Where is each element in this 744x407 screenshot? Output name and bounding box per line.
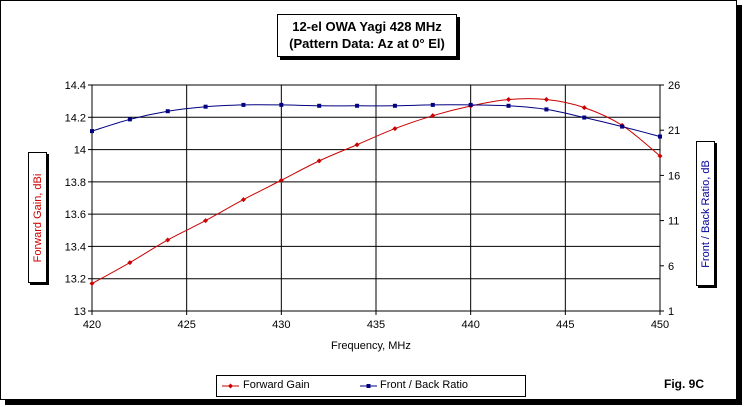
x-tick-label: 420 <box>83 319 101 331</box>
figure-label: Fig. 9C <box>664 377 705 391</box>
series-gain-point <box>165 237 171 243</box>
series-fb-point <box>658 134 662 139</box>
y-axis-left-title: Forward Gain, dBi <box>31 173 44 262</box>
series-gain-point <box>89 281 95 287</box>
series-gain-point <box>657 153 663 159</box>
series-gain-point <box>392 126 398 132</box>
series-fb-point <box>620 124 625 129</box>
chart-subtitle: (Pattern Data: Az at 0° El) <box>289 36 445 51</box>
chart-title-box: 12-el OWA Yagi 428 MHz (Pattern Data: Az… <box>277 14 457 57</box>
series-fb-point <box>355 103 360 108</box>
series-gain-point <box>543 97 549 103</box>
y-right-tick-label: 6 <box>668 261 674 273</box>
series-fb-point <box>317 103 322 108</box>
series-fb-line <box>91 104 661 138</box>
y-right-tick-label: 11 <box>668 216 679 228</box>
y-axis-left-title-box: Forward Gain, dBi <box>28 152 47 283</box>
y-left-tick-label: 14 <box>74 145 86 157</box>
series-fb-point <box>127 117 132 122</box>
legend-fb-marker <box>366 384 371 388</box>
x-tick-label: 450 <box>651 319 669 331</box>
y-axis-right-title: Front / Back Ratio, dB <box>699 159 712 268</box>
legend-swatches <box>222 383 377 389</box>
y-axis-right-title-box: Front / Back Ratio, dB <box>696 141 715 286</box>
y-left-tick-label: 13.2 <box>65 274 86 286</box>
legend-gain-marker <box>228 383 233 389</box>
legend: Forward Gain Front / Back Ratio <box>216 375 526 397</box>
series-fb-point <box>506 103 511 108</box>
x-tick-label: 440 <box>461 319 479 331</box>
series-gain-point <box>316 158 322 164</box>
x-tick-label: 435 <box>367 319 385 331</box>
y-right-tick-label: 21 <box>668 125 680 137</box>
x-tick-label: 430 <box>272 319 290 331</box>
y-right-tick-label: 16 <box>668 170 680 182</box>
y-left-tick-label: 13.4 <box>65 241 86 253</box>
y-right-tick-label: 1 <box>668 306 674 318</box>
x-axis-title: Frequency, MHz <box>331 340 411 352</box>
series-gain-line <box>91 98 661 284</box>
x-tick-label: 425 <box>177 319 195 331</box>
y-left-tick-label: 13.6 <box>65 209 86 221</box>
chart-frame: 13 13.2 13.4 13.6 13.8 14 14.2 14.4 1 6 11 16 21 26 42… <box>0 0 737 400</box>
series-gain-point <box>354 142 360 148</box>
series-fb-point <box>90 129 94 134</box>
chart-plot: 1313.213.413.613.81414.214.4161116212642… <box>65 80 681 331</box>
series-fb-point <box>582 115 587 120</box>
series-gain-point <box>278 177 284 183</box>
series-fb-point <box>165 109 170 114</box>
series-fb-point <box>544 107 549 112</box>
series-fb-point <box>241 102 246 107</box>
y-left-tick-label: 14.4 <box>65 80 86 92</box>
series-fb-point <box>468 102 473 107</box>
series-fb-point <box>203 104 208 109</box>
series-fb-point <box>430 102 435 107</box>
legend-gain-label: Forward Gain <box>243 379 310 391</box>
legend-fb-label: Front / Back Ratio <box>380 379 469 391</box>
series-gain-point <box>203 218 209 224</box>
series-gain-point <box>430 113 436 119</box>
series-fb-point <box>279 102 284 107</box>
series-gain-point <box>581 105 587 111</box>
series-gain-point <box>506 97 512 103</box>
series-fb-point <box>392 103 397 108</box>
y-left-tick-label: 13.8 <box>65 177 86 189</box>
chart-title: 12-el OWA Yagi 428 MHz <box>292 19 442 34</box>
series-gain-point <box>240 197 246 203</box>
y-left-tick-label: 14.2 <box>65 112 86 124</box>
y-left-tick-label: 13 <box>74 306 86 318</box>
series-gain-point <box>127 260 133 266</box>
y-right-tick-label: 26 <box>668 80 680 92</box>
x-tick-label: 445 <box>556 319 574 331</box>
